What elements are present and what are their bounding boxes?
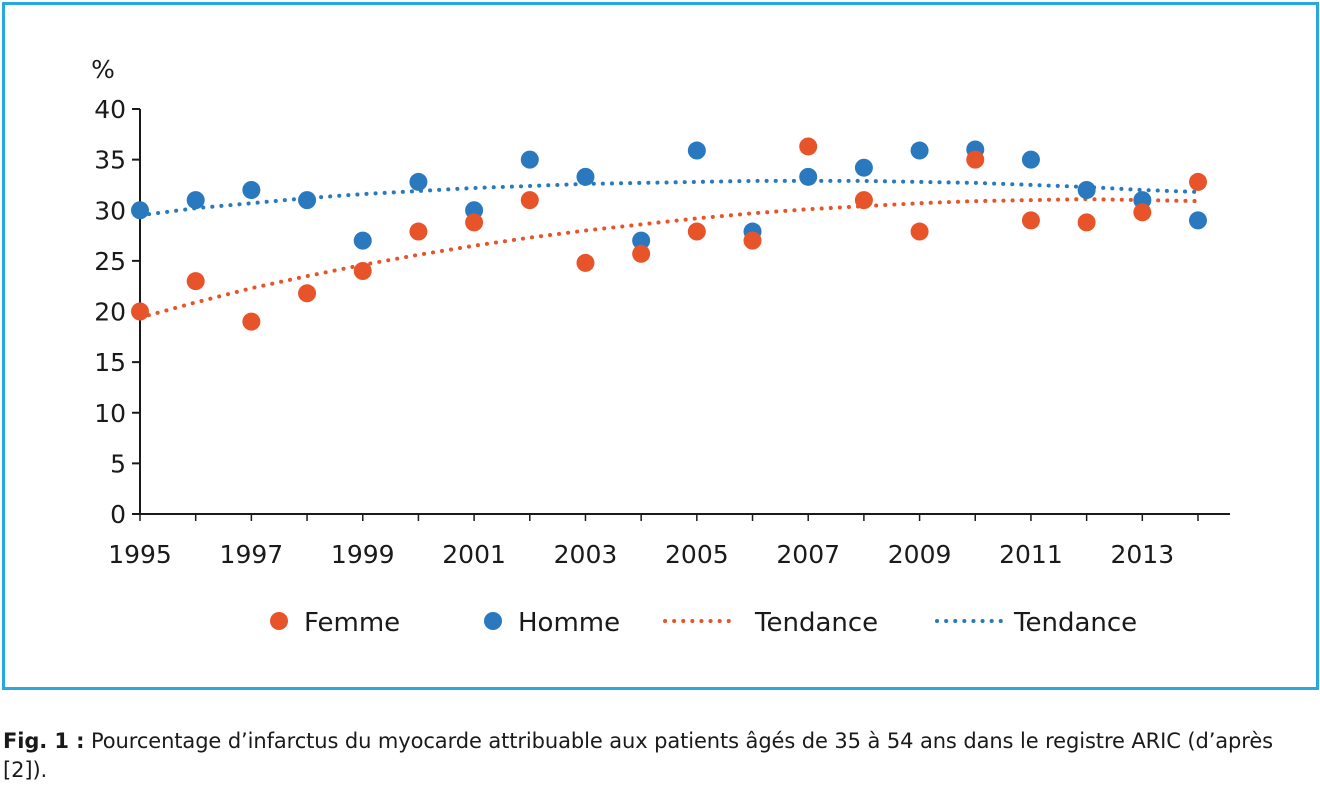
point-homme-2011 <box>1021 150 1040 169</box>
point-femme-2003 <box>576 253 595 272</box>
y-tick-label: 0 <box>110 500 126 529</box>
point-femme-1996 <box>186 272 205 291</box>
point-femme-2000 <box>409 222 428 241</box>
point-homme-2004 <box>632 231 651 250</box>
scatter-chart: 0 5 10 15 20 25 30 35 40% 1995 1997 1999 2001 2003 200… <box>91 55 1230 638</box>
legend-label: Tendance <box>754 608 878 638</box>
x-tick-label: 1997 <box>220 540 284 569</box>
y-tick-label: 5 <box>110 449 126 478</box>
legend-marker-homme <box>484 612 502 630</box>
point-homme-2005 <box>687 141 706 160</box>
y-tick-label: 10 <box>94 399 126 428</box>
point-femme-2006 <box>743 231 762 250</box>
point-homme-1999 <box>353 231 372 250</box>
point-femme-1995 <box>131 302 149 321</box>
point-femme-2002 <box>520 191 539 210</box>
x-tick-label: 1999 <box>331 540 395 569</box>
y-tick-label: 35 <box>94 146 126 175</box>
trendline-homme <box>138 178 1200 218</box>
point-femme-2004 <box>632 244 651 263</box>
point-homme-2012 <box>1077 181 1096 199</box>
axes: 0 5 10 15 20 25 30 35 40% 1995 1997 1999 2001 2003 200… <box>91 55 1230 569</box>
x-tick-label: 2003 <box>554 540 618 569</box>
x-tick-label: 1995 <box>108 540 172 569</box>
caption-text: Pourcentage d’infarctus du myocarde attr… <box>3 729 1274 782</box>
y-tick-label: 25 <box>94 247 126 276</box>
point-homme-1996 <box>186 191 205 210</box>
point-femme-2013 <box>1133 203 1152 222</box>
point-homme-2007 <box>799 167 818 186</box>
point-femme-2005 <box>687 222 706 241</box>
legend-label: Homme <box>518 608 620 638</box>
point-homme-2003 <box>576 167 595 186</box>
y-tick-label: 30 <box>94 196 126 225</box>
point-femme-2007 <box>799 137 818 156</box>
point-homme-2008 <box>854 158 873 177</box>
y-axis-label: % <box>91 55 115 84</box>
figure-frame <box>2 2 1319 690</box>
y-tick-label: 20 <box>94 298 126 327</box>
x-tick-label: 2007 <box>776 540 840 569</box>
legend-marker-femme <box>270 612 288 630</box>
point-femme-1998 <box>298 284 317 303</box>
legend-label: Tendance <box>1013 608 1137 638</box>
point-femme-2012 <box>1077 213 1096 232</box>
point-femme-2001 <box>465 213 484 232</box>
point-femme-1999 <box>353 262 372 280</box>
point-homme-1998 <box>298 191 317 210</box>
data-points <box>131 137 1207 331</box>
point-homme-2002 <box>520 150 539 169</box>
point-femme-2014 <box>1189 172 1207 191</box>
point-homme-2009 <box>910 141 929 160</box>
trendlines <box>138 178 1200 320</box>
x-tick-label: 2009 <box>888 540 952 569</box>
point-femme-1997 <box>242 312 261 331</box>
point-homme-1997 <box>242 181 261 199</box>
point-homme-1995 <box>131 201 149 220</box>
point-femme-2011 <box>1021 211 1040 230</box>
x-tick-label: 2005 <box>665 540 729 569</box>
legend-label: Femme <box>304 608 400 638</box>
x-tick-label: 2011 <box>999 540 1063 569</box>
point-femme-2008 <box>854 191 873 210</box>
figure-caption: Fig. 1 : Pourcentage d’infarctus du myoc… <box>3 727 1315 785</box>
legend: Femme Homme Tendance Tendance <box>270 608 1137 638</box>
x-tick-label: 2001 <box>442 540 506 569</box>
point-homme-2000 <box>409 172 428 191</box>
point-homme-2014 <box>1189 211 1207 230</box>
trendline-femme <box>138 197 1200 320</box>
caption-label: Fig. 1 : <box>3 729 85 753</box>
x-tick-label: 2013 <box>1111 540 1175 569</box>
y-tick-label: 15 <box>94 348 126 377</box>
y-tick-label: 40 <box>94 95 126 124</box>
point-femme-2010 <box>966 150 985 169</box>
point-femme-2009 <box>910 222 929 241</box>
